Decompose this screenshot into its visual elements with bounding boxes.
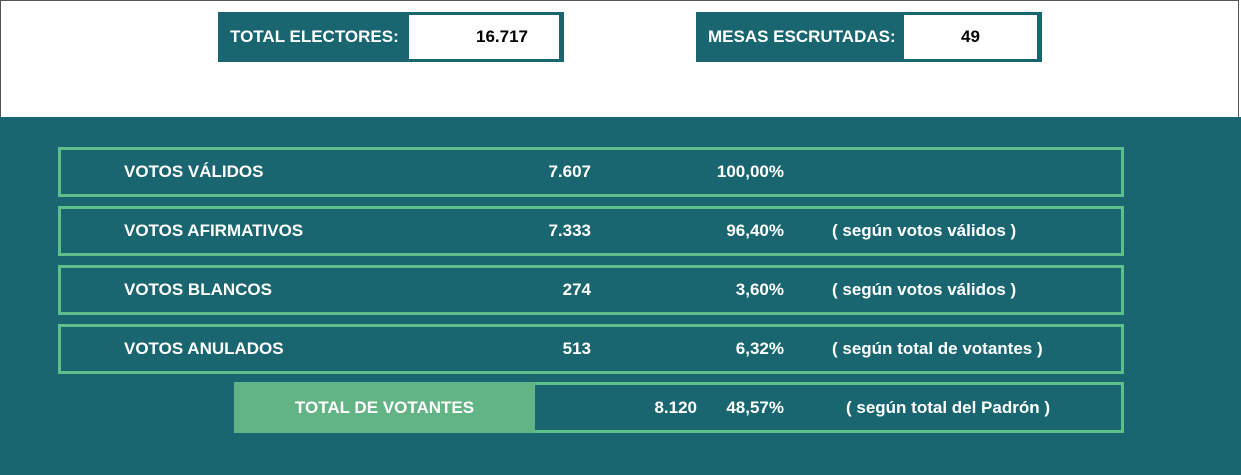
total-electores-box: TOTAL ELECTORES: 16.717 (218, 12, 564, 62)
total-votantes-label: TOTAL DE VOTANTES (234, 382, 535, 433)
total-votantes-count: 8.120 (654, 398, 697, 417)
results-panel: VOTOS VÁLIDOS 7.607 100,00% VOTOS AFIRMA… (0, 117, 1241, 475)
row-percent: 6,32% (735, 339, 784, 358)
row-label: VOTOS AFIRMATIVOS (124, 221, 304, 240)
mesas-escrutadas-value: 49 (904, 15, 1037, 59)
total-votantes-percent: 48,57% (726, 398, 784, 417)
row-label: VOTOS BLANCOS (124, 280, 272, 299)
row-votos-validos: VOTOS VÁLIDOS 7.607 100,00% (58, 147, 1124, 197)
row-total-votantes: TOTAL DE VOTANTES 8.120 48,57% ( según t… (234, 382, 1124, 433)
row-label: VOTOS VÁLIDOS (124, 162, 264, 181)
row-votos-anulados: VOTOS ANULADOS 513 6,32% ( según total d… (58, 324, 1124, 374)
row-count: 274 (562, 280, 591, 299)
mesas-escrutadas-box: MESAS ESCRUTADAS: 49 (696, 12, 1042, 62)
row-percent: 96,40% (726, 221, 784, 240)
row-count: 513 (562, 339, 591, 358)
total-electores-value: 16.717 (409, 15, 559, 59)
total-votantes-note: ( según total del Padrón ) (846, 398, 1051, 417)
row-votos-blancos: VOTOS BLANCOS 274 3,60% ( según votos vá… (58, 265, 1124, 315)
row-count: 7.607 (548, 162, 591, 181)
row-votos-afirmativos: VOTOS AFIRMATIVOS 7.333 96,40% ( según v… (58, 206, 1124, 256)
mesas-escrutadas-label: MESAS ESCRUTADAS: (708, 27, 896, 46)
row-percent: 3,60% (735, 280, 784, 299)
row-count: 7.333 (548, 221, 591, 240)
row-note: ( según total de votantes ) (832, 339, 1043, 358)
row-note: ( según votos válidos ) (832, 221, 1017, 240)
total-electores-label: TOTAL ELECTORES: (230, 27, 399, 46)
row-label: VOTOS ANULADOS (124, 339, 284, 358)
row-percent: 100,00% (716, 162, 784, 181)
summary-header: TOTAL ELECTORES: 16.717 MESAS ESCRUTADAS… (0, 0, 1239, 117)
row-note: ( según votos válidos ) (832, 280, 1017, 299)
